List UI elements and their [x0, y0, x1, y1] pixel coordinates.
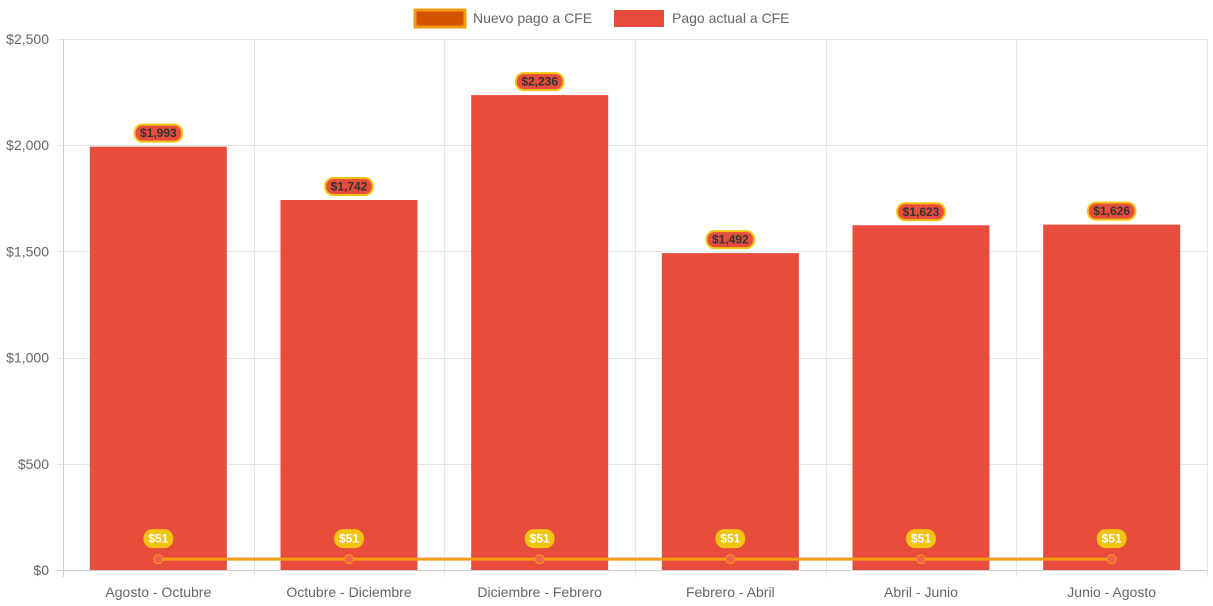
bar [661, 253, 799, 571]
y-tick-label: $1,000 [6, 350, 49, 366]
line-value-label: $51 [339, 532, 359, 546]
legend-label-nuevo: Nuevo pago a CFE [473, 10, 592, 26]
line-point [153, 554, 164, 565]
data-labels: $1,993 $1,742 $2,236 $1,492 $1,623 $1,626 $51 $… [133, 72, 1137, 549]
bars [89, 95, 1181, 571]
line-value-label: $51 [911, 532, 931, 546]
bar-value-label-badge [1086, 201, 1137, 221]
legend-item-nuevo[interactable]: Nuevo pago a CFE [413, 8, 592, 29]
bar-value-label: $1,626 [1093, 204, 1130, 218]
line-value-label-badge [1096, 529, 1127, 549]
line-value-label-badge [334, 529, 364, 549]
line-value-label-badge [143, 529, 174, 549]
line-value-label-badge [715, 529, 746, 549]
line-value-label: $51 [720, 532, 740, 546]
legend-item-actual[interactable]: Pago actual a CFE [614, 10, 790, 27]
axes: $0 $500 $1,000 $1,500 $2,000 $2,500 Agosto - O… [6, 31, 1156, 600]
y-tick-label: $2,000 [6, 137, 49, 153]
bar-value-label-badge [324, 176, 374, 196]
legend[interactable]: Nuevo pago a CFE Pago actual a CFE [413, 8, 790, 29]
bar-value-label: $1,623 [903, 205, 940, 219]
bar-value-label: $2,236 [521, 75, 558, 89]
line-point [344, 554, 354, 565]
line-point [916, 554, 926, 565]
bar [280, 199, 418, 570]
x-tick-label: Abril - Junio [884, 584, 958, 600]
bar [471, 95, 609, 570]
line-value-label-badge [524, 529, 555, 549]
y-tick-label: $1,500 [6, 243, 49, 259]
x-tick-label: Octubre - Diciembre [286, 584, 411, 600]
bar-value-label-badge [133, 123, 184, 143]
line-value-label: $51 [530, 532, 550, 546]
legend-swatch-actual [614, 10, 664, 27]
line-point [1106, 554, 1117, 565]
line-value-label: $51 [148, 532, 168, 546]
bar [852, 225, 990, 571]
bar-value-label-badge [514, 72, 565, 92]
x-tick-label: Diciembre - Febrero [477, 584, 602, 600]
grid [57, 39, 1208, 577]
bar-value-label-badge [896, 202, 946, 222]
bar-value-label: $1,742 [331, 179, 368, 193]
line-value-label-badge [906, 529, 936, 549]
y-tick-label: $2,500 [6, 31, 49, 47]
x-tick-label: Agosto - Octubre [105, 584, 211, 600]
line-point [725, 554, 736, 565]
bar-value-label: $1,993 [140, 126, 177, 140]
y-tick-label: $500 [18, 456, 49, 472]
bar [89, 146, 227, 570]
x-tick-label: Febrero - Abril [686, 584, 775, 600]
bar-value-label-badge [705, 230, 756, 250]
legend-label-actual: Pago actual a CFE [672, 10, 790, 26]
legend-swatch-nuevo [413, 8, 467, 29]
x-tick-label: Junio - Agosto [1067, 584, 1156, 600]
bar-value-label: $1,492 [712, 233, 749, 247]
line-series [153, 554, 1117, 565]
y-tick-label: $0 [33, 562, 49, 578]
line-value-label: $51 [1102, 532, 1122, 546]
line-point [534, 554, 545, 565]
bar [1043, 224, 1181, 570]
